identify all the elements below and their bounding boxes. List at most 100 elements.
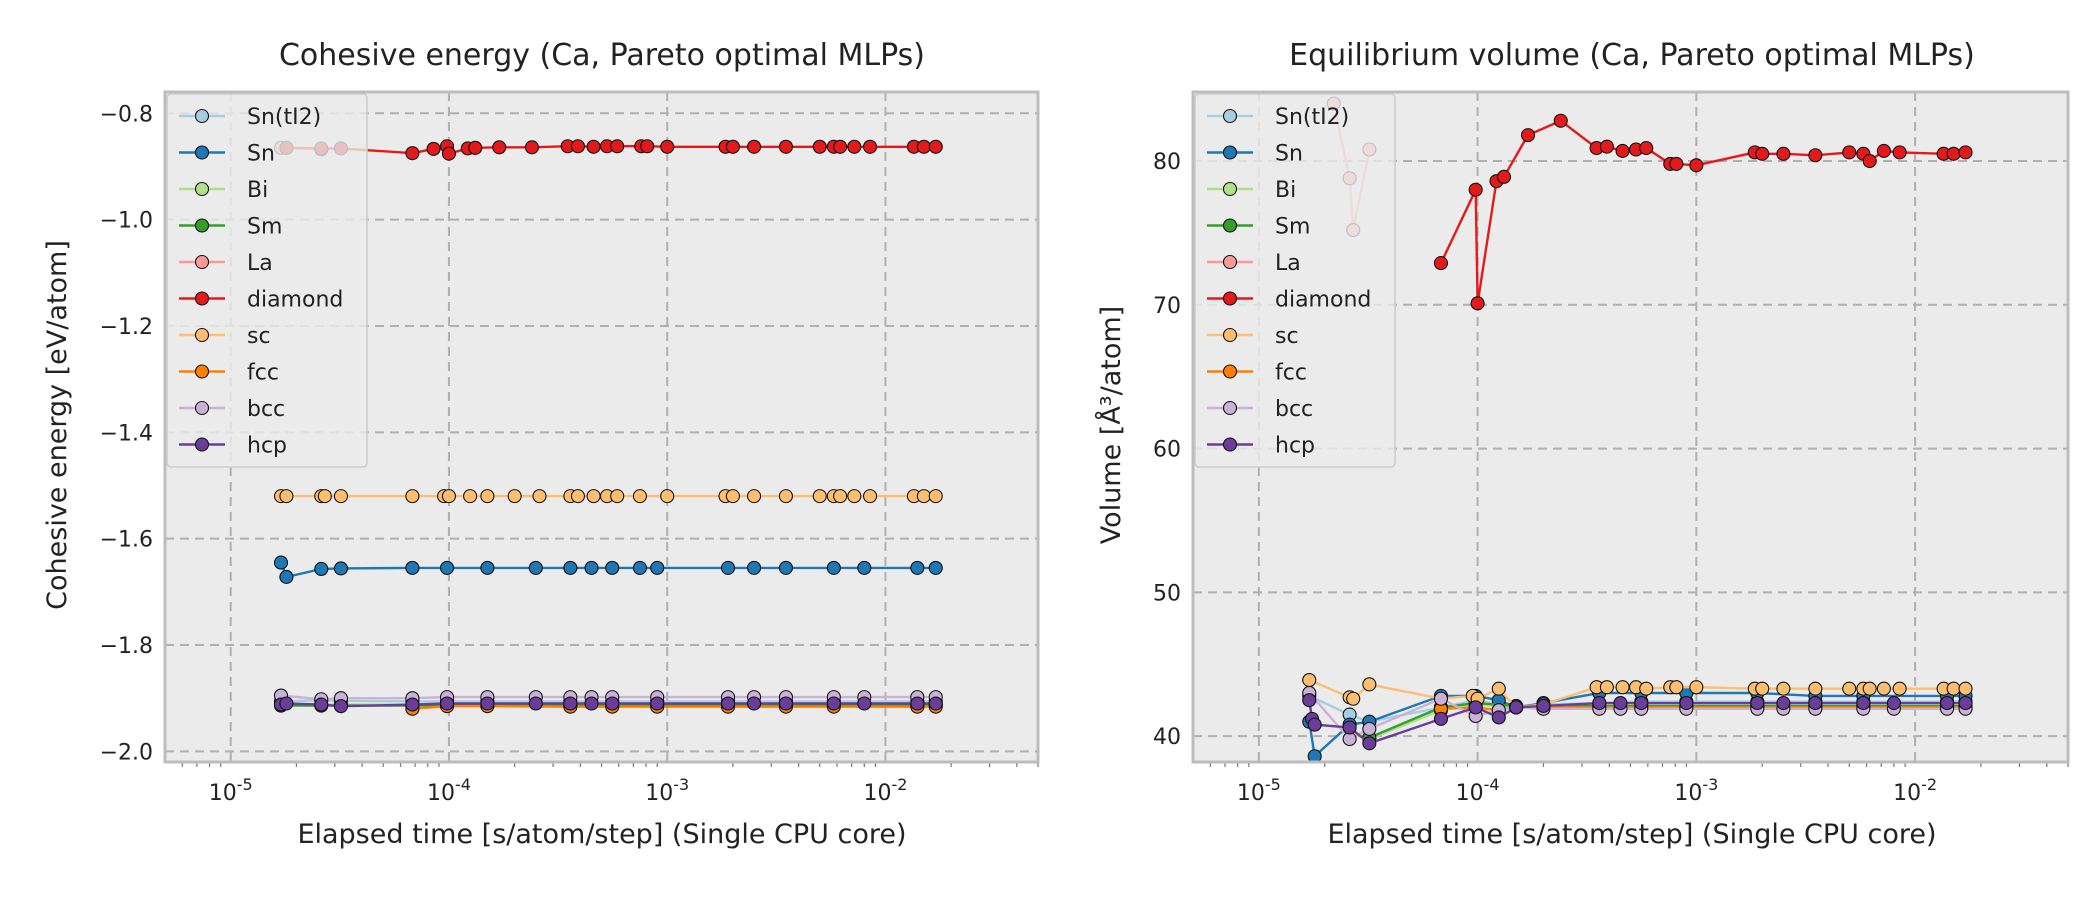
legend-label: bcc	[1275, 397, 1313, 422]
data-point	[747, 696, 762, 711]
data-point	[1346, 691, 1361, 706]
legend-label: Bi	[247, 178, 268, 203]
data-point	[1958, 681, 1973, 696]
legend-item: Sm	[1207, 215, 1310, 240]
data-point	[1491, 710, 1506, 725]
data-point	[1599, 139, 1614, 154]
data-point	[847, 139, 862, 154]
series-layer	[1302, 96, 1973, 762]
data-point	[747, 139, 762, 154]
data-point	[584, 560, 599, 575]
data-point	[1433, 691, 1449, 706]
data-point	[480, 489, 495, 504]
x-tick-label: 10-2	[863, 775, 907, 806]
data-point	[570, 139, 585, 154]
data-point	[1307, 717, 1322, 732]
data-point	[1599, 680, 1614, 695]
legend-item: diamond	[179, 288, 343, 313]
data-point	[1468, 182, 1483, 197]
data-point	[1876, 681, 1891, 696]
cohesive-energy-chart: Cohesive energy (Ca, Pareto optimal MLPs…	[42, 38, 1040, 850]
legend-marker	[194, 437, 210, 452]
legend-item: fcc	[1207, 361, 1307, 386]
data-point	[640, 139, 655, 154]
y-tick-label: 60	[1153, 438, 1181, 463]
plot-frame	[163, 90, 1040, 764]
x-tick-label: 10-2	[1893, 775, 1937, 806]
data-point	[1946, 146, 1961, 161]
data-point	[1862, 681, 1877, 696]
data-point	[1615, 143, 1630, 158]
data-point	[1689, 680, 1704, 695]
data-point	[632, 489, 647, 504]
data-point	[1639, 681, 1654, 696]
series-layer	[273, 139, 943, 716]
data-point	[1433, 256, 1449, 271]
data-point	[1892, 681, 1907, 696]
data-point	[426, 141, 441, 156]
y-tick-label: −1.0	[100, 209, 153, 234]
legend-marker	[1222, 400, 1238, 416]
x-tick-label: 10-3	[1674, 775, 1718, 806]
data-point	[1362, 736, 1377, 751]
plot-frame	[1191, 90, 2070, 764]
legend-marker	[1222, 327, 1238, 343]
legend-label: hcp	[247, 434, 287, 459]
legend: Sn(tI2) Sn Bi Sm La diamond sc fcc bcc hcp	[166, 93, 368, 468]
data-point	[1491, 681, 1506, 696]
data-point	[610, 489, 625, 504]
legend-label: Sn	[1275, 142, 1303, 167]
legend-label: La	[1275, 251, 1301, 276]
data-point	[650, 560, 665, 575]
legend-label: Sn	[247, 142, 275, 167]
data-point	[463, 489, 478, 504]
legend-label: La	[247, 251, 273, 276]
data-point	[1689, 158, 1704, 173]
data-point	[528, 696, 543, 711]
data-point	[847, 489, 862, 504]
data-point	[273, 555, 289, 570]
data-point	[725, 489, 740, 504]
legend-item: hcp	[1207, 434, 1315, 459]
legend-label: diamond	[1275, 288, 1371, 313]
data-point	[1362, 721, 1377, 736]
data-point	[333, 699, 348, 714]
data-point	[586, 139, 601, 154]
legend-label: Sm	[1275, 215, 1310, 240]
data-point	[524, 140, 539, 155]
legend-item: fcc	[179, 361, 279, 386]
legend-item: hcp	[179, 434, 287, 459]
data-point	[747, 489, 762, 504]
legend-marker	[194, 181, 210, 197]
data-point	[441, 489, 456, 504]
data-point	[857, 696, 872, 711]
y-axis-label: Volume [Å³/atom]	[1095, 306, 1127, 544]
data-point	[1776, 696, 1791, 711]
y-tick-label: −1.8	[100, 634, 153, 659]
data-point	[1307, 749, 1322, 762]
legend-marker	[1222, 181, 1238, 197]
data-point	[405, 560, 420, 575]
data-point	[1892, 145, 1907, 160]
data-point	[314, 561, 329, 577]
data-point	[441, 146, 456, 161]
legend-marker	[1222, 254, 1238, 270]
data-point	[720, 560, 736, 575]
legend-item: bcc	[179, 397, 285, 422]
data-point	[928, 560, 943, 575]
legend-label: sc	[247, 324, 271, 349]
y-tick-label: −0.8	[100, 102, 153, 127]
data-point	[1553, 113, 1568, 128]
data-point	[1755, 146, 1770, 161]
x-tick-label: 10-5	[209, 775, 253, 806]
data-point	[1776, 681, 1791, 696]
data-point	[1856, 696, 1871, 711]
data-point	[862, 139, 878, 154]
x-tick-label: 10-4	[427, 775, 471, 806]
legend-label: fcc	[1275, 361, 1307, 386]
data-point	[1669, 680, 1684, 695]
data-point	[405, 489, 420, 504]
data-point	[632, 560, 647, 575]
chart-title: Cohesive energy (Ca, Pareto optimal MLPs…	[279, 38, 925, 73]
legend-label: sc	[1275, 324, 1299, 349]
